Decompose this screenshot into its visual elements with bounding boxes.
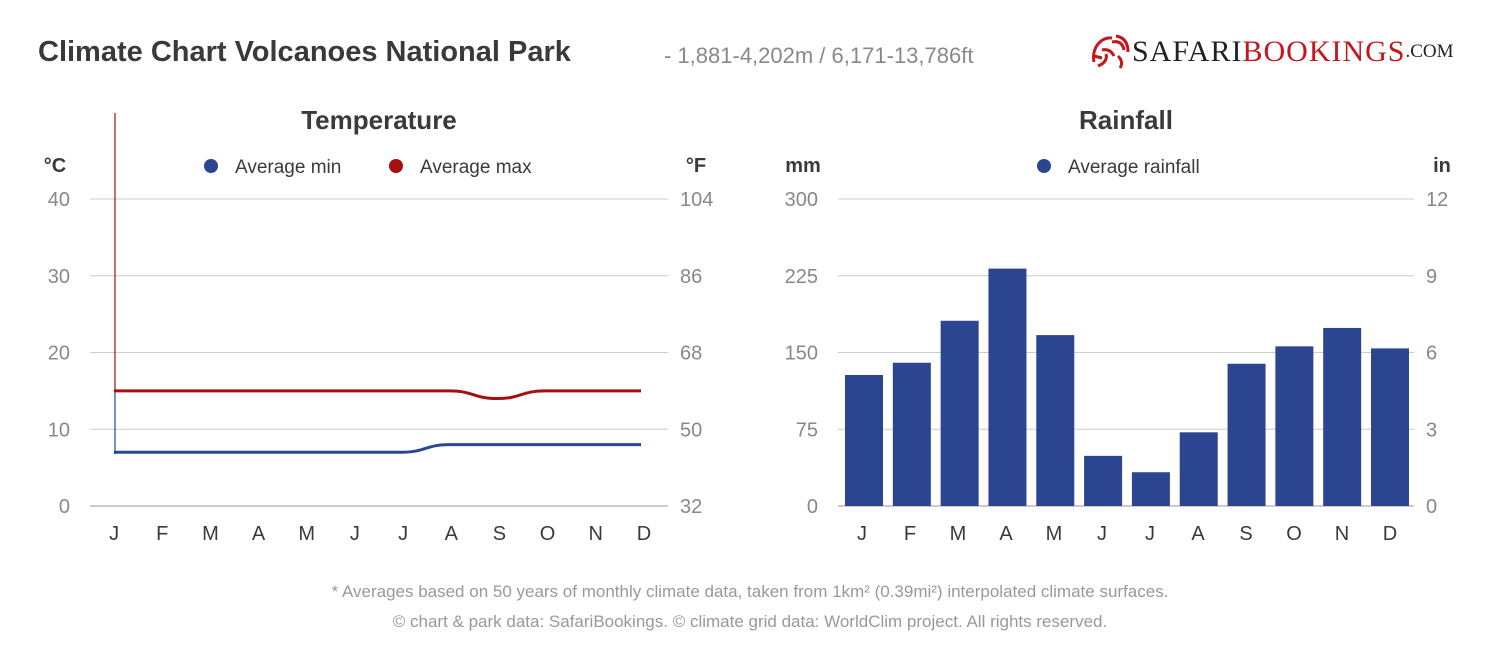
y-tick-label: 10 [48, 419, 70, 441]
rainfall-bar [1227, 363, 1266, 506]
rainfall-bar [988, 268, 1027, 506]
chart-title: Temperature [301, 105, 457, 135]
lion-icon [1092, 34, 1130, 69]
x-tick-label: F [904, 523, 916, 545]
series-line-average-min [114, 443, 641, 454]
y2-tick-label: 50 [680, 419, 702, 441]
y2-tick-label: 3 [1426, 419, 1437, 441]
x-tick-label: M [202, 523, 219, 545]
x-tick-label: A [999, 523, 1013, 545]
y2-tick-label: 12 [1426, 189, 1448, 211]
logo-text-bookings: BOOKINGS [1242, 35, 1406, 68]
rainfall-bar [1131, 472, 1170, 506]
x-tick-label: M [298, 523, 315, 545]
x-tick-label: J [1097, 523, 1107, 545]
rainfall-bar [1371, 348, 1409, 506]
x-tick-label: J [1145, 523, 1155, 545]
y2-tick-label: 68 [680, 343, 702, 365]
series-line-average-max [114, 389, 641, 401]
footer-credits: © chart & park data: SafariBookings. © c… [392, 612, 1108, 631]
safaribookings-logo[interactable]: SAFARI BOOKINGS .COM [1088, 32, 1454, 72]
x-tick-label: D [1383, 523, 1397, 545]
x-tick-label: N [1335, 523, 1349, 545]
x-tick-label: S [493, 523, 506, 545]
y-tick-label: 40 [48, 189, 70, 211]
x-tick-label: F [156, 523, 168, 545]
x-tick-label: S [1239, 523, 1252, 545]
y2-tick-label: 6 [1426, 343, 1437, 365]
y2-tick-label: 0 [1426, 496, 1437, 518]
logo-text-com: .COM [1405, 41, 1454, 62]
rainfall-bar [892, 362, 931, 506]
y2-tick-label: 9 [1426, 266, 1437, 288]
rainfall-bar [1179, 432, 1218, 506]
y-tick-label: 150 [785, 343, 818, 365]
y2-tick-label: 86 [680, 266, 702, 288]
chart-title: Rainfall [1079, 105, 1173, 135]
x-tick-label: M [950, 523, 967, 545]
legend-marker [389, 159, 403, 173]
legend-label: Average max [420, 157, 532, 178]
x-tick-label: A [252, 523, 266, 545]
y-tick-label: 0 [59, 496, 70, 518]
x-tick-label: J [350, 523, 360, 545]
y2-axis-label: in [1433, 155, 1451, 177]
x-tick-label: N [589, 523, 603, 545]
y-axis-label: mm [785, 155, 821, 177]
y-axis-label: °C [44, 155, 66, 177]
elevation-subtitle: - 1,881-4,202m / 6,171-13,786ft [664, 43, 974, 68]
y-tick-label: 0 [807, 496, 818, 518]
x-tick-label: J [109, 523, 119, 545]
footer-note: * Averages based on 50 years of monthly … [331, 582, 1169, 601]
rainfall-bar [940, 320, 979, 506]
x-tick-label: D [637, 523, 651, 545]
x-tick-label: A [445, 523, 459, 545]
legend-marker [1037, 159, 1051, 173]
rainfall-bar [1323, 327, 1362, 506]
y2-axis-label: °F [686, 155, 706, 177]
y-tick-label: 300 [785, 189, 818, 211]
y-tick-label: 75 [796, 419, 818, 441]
rainfall-bar [1036, 335, 1075, 506]
rainfall-bar [845, 375, 883, 506]
y-tick-label: 225 [785, 266, 818, 288]
x-tick-label: O [1286, 523, 1302, 545]
page-title: Climate Chart Volcanoes National Park [38, 36, 571, 68]
rainfall-bar [1275, 346, 1314, 506]
rainfall-bar [1084, 455, 1123, 506]
y2-tick-label: 104 [680, 189, 713, 211]
legend-marker [204, 159, 218, 173]
x-tick-label: M [1046, 523, 1063, 545]
y-tick-label: 20 [48, 343, 70, 365]
x-tick-label: A [1191, 523, 1205, 545]
x-tick-label: O [540, 523, 556, 545]
legend-label: Average min [235, 157, 341, 178]
x-tick-label: J [398, 523, 408, 545]
legend-label: Average rainfall [1068, 157, 1200, 178]
x-tick-label: J [857, 523, 867, 545]
logo-text-safari: SAFARI [1132, 35, 1243, 68]
y-tick-label: 30 [48, 266, 70, 288]
y2-tick-label: 32 [680, 496, 702, 518]
